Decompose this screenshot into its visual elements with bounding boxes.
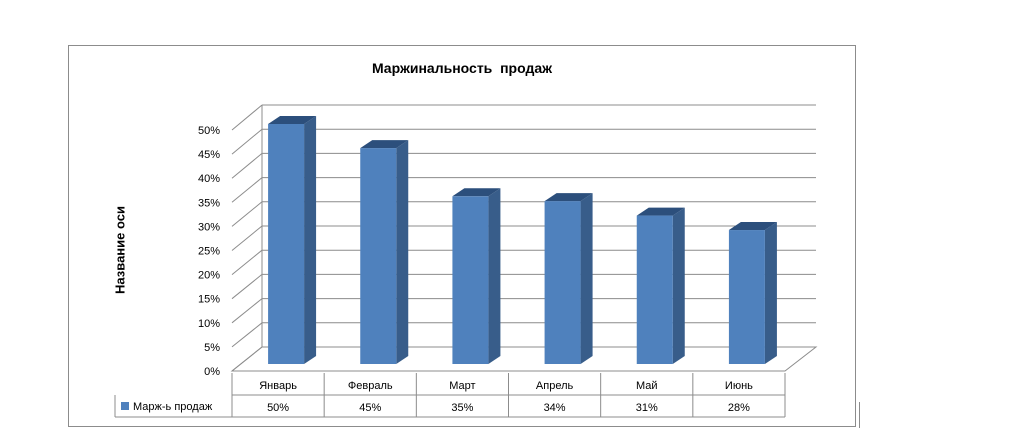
data-label: 35% — [451, 402, 473, 414]
x-tick-label: Июнь — [725, 380, 753, 392]
y-tick-label: 35% — [198, 197, 220, 209]
y-tick-label: 50% — [198, 125, 220, 137]
x-tick-label: Апрель — [536, 380, 574, 392]
data-label: 50% — [267, 402, 289, 414]
data-label: 28% — [728, 402, 750, 414]
bar-top — [452, 188, 501, 197]
bar — [452, 196, 489, 364]
y-tick-label: 0% — [204, 366, 220, 378]
bar-side — [304, 116, 317, 364]
bar-top — [544, 193, 593, 202]
gridline-side — [231, 104, 263, 131]
bar-side — [580, 193, 593, 364]
bar — [360, 148, 397, 364]
gridline-side — [231, 201, 263, 227]
legend-label: Марж-ь продаж — [133, 401, 213, 413]
y-tick-label: 25% — [198, 246, 220, 258]
y-tick-label: 10% — [198, 318, 220, 330]
gridline-side — [231, 153, 263, 179]
y-tick-label: 5% — [204, 342, 220, 354]
y-tick-label: 30% — [198, 221, 220, 233]
bar-side — [672, 207, 685, 364]
chart-title: Маржинальность продаж — [371, 60, 553, 76]
y-tick-label: 15% — [198, 294, 220, 306]
gridline-side — [231, 225, 263, 251]
gridline-side — [231, 177, 263, 203]
gridline-side — [231, 249, 263, 275]
bar-top — [728, 222, 777, 231]
y-tick-label: 20% — [198, 270, 220, 282]
bar — [268, 124, 305, 364]
chart-frame — [68, 45, 856, 427]
bar-side — [396, 140, 409, 364]
bar — [636, 215, 673, 364]
chart-floor — [230, 346, 818, 372]
bar-top — [268, 116, 317, 124]
data-label: 31% — [636, 402, 658, 414]
x-tick-label: Февраль — [348, 380, 393, 392]
bar-side — [488, 188, 501, 364]
x-tick-label: Март — [449, 380, 475, 392]
data-label: 34% — [544, 402, 566, 414]
gridline-side — [231, 298, 263, 324]
bar-top — [360, 140, 409, 149]
bar — [728, 230, 765, 364]
frame-edge-line — [859, 402, 860, 428]
legend-swatch — [121, 402, 129, 410]
bar-side — [764, 222, 777, 364]
bar-top — [636, 207, 685, 216]
x-tick-label: Май — [636, 380, 658, 392]
y-tick-label: 40% — [198, 173, 220, 185]
y-tick-label: 45% — [198, 149, 220, 161]
data-label: 45% — [359, 402, 381, 414]
gridline-side — [231, 322, 263, 348]
gridline-side — [231, 274, 263, 300]
x-tick-label: Январь — [259, 380, 297, 392]
bar — [544, 201, 581, 364]
gridline-side — [231, 128, 263, 155]
